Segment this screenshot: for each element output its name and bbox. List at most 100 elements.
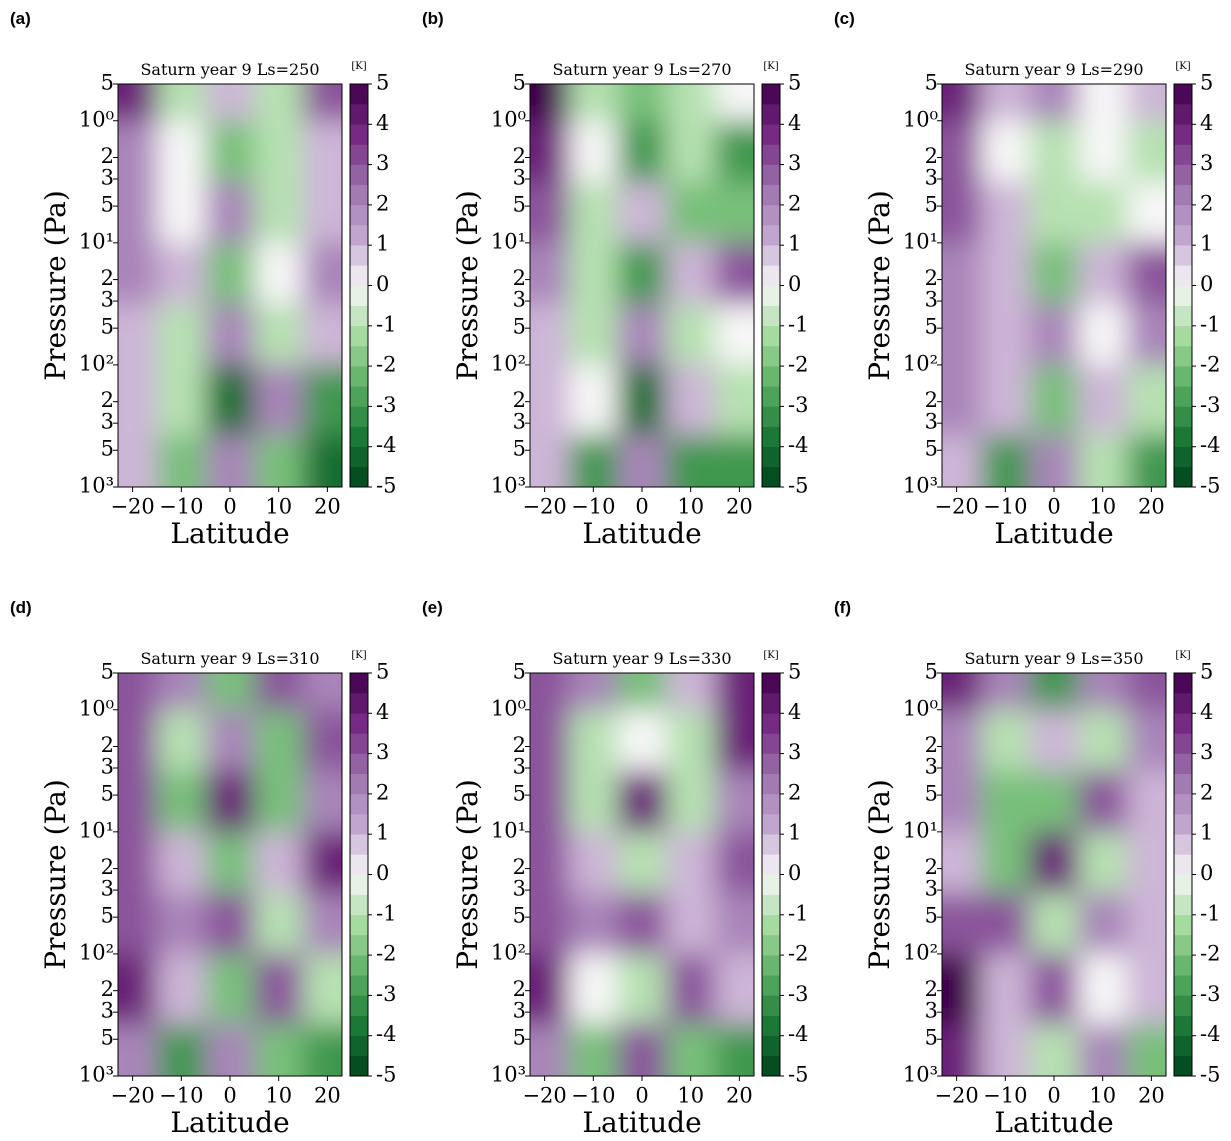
field-cell (1127, 892, 1166, 955)
colorbar-band (762, 1015, 780, 1036)
colorbar-band (350, 995, 368, 1016)
y-tick-label: 3 (925, 288, 938, 312)
colorbar-band (762, 386, 780, 407)
field-cell (530, 120, 570, 183)
y-tick-label: 3 (101, 999, 114, 1023)
x-tick-label: 10 (1089, 495, 1116, 519)
field-cell (715, 1023, 754, 1076)
field-cell (303, 364, 342, 436)
colorbar-band (762, 225, 780, 246)
colorbar-tick-label: 0 (788, 861, 801, 885)
panel: (d)Saturn year 9 Ls=310 [K]510⁰23510¹2351… (10, 598, 396, 1139)
y-tick-label: 3 (101, 754, 114, 778)
colorbar-band (762, 245, 780, 266)
colorbar-band (350, 144, 368, 165)
field-cell (715, 892, 754, 955)
x-tick-label: 20 (314, 495, 341, 519)
colorbar-band (350, 733, 368, 754)
field-cell (1029, 434, 1079, 487)
y-tick-label: 10⁰ (903, 107, 938, 131)
colorbar-tick-label: 0 (376, 272, 389, 296)
field-cell (303, 434, 342, 487)
field-cell (980, 181, 1031, 244)
y-tick-label: 3 (925, 877, 938, 901)
y-tick-label: 5 (925, 660, 938, 684)
colorbar-tick-label: -5 (788, 474, 808, 498)
field-cell (303, 120, 342, 183)
colorbar-band (762, 673, 780, 694)
colorbar-band (350, 366, 368, 387)
colorbar-band (350, 265, 368, 286)
field-cell (617, 434, 667, 487)
field-cell (1127, 709, 1166, 772)
field-cell (980, 709, 1031, 772)
field-cell (530, 1023, 570, 1076)
field-cell (666, 892, 716, 955)
y-tick-label: 2 (925, 733, 938, 757)
panel-label: (c) (834, 9, 855, 28)
field-cell (617, 1023, 667, 1076)
x-tick-label: −10 (983, 1084, 1027, 1108)
colorbar-tick-label: -3 (788, 393, 808, 417)
colorbar-band (350, 204, 368, 226)
colorbar-tick-label: -5 (376, 474, 396, 498)
x-tick-label: 0 (223, 1084, 236, 1108)
colorbar-band (762, 975, 780, 996)
field-cell (942, 434, 982, 487)
field-cell (715, 181, 754, 244)
colorbar-band (762, 446, 780, 468)
y-tick-label: 2 (513, 144, 526, 168)
field-cell (1078, 242, 1128, 305)
field-cell (118, 953, 158, 1025)
field-cell (666, 1023, 716, 1076)
field-cell (303, 770, 342, 833)
field-cell (254, 303, 304, 366)
colorbar-tick-label: 3 (376, 151, 389, 175)
colorbar-tick-label: 5 (788, 660, 801, 684)
y-tick-label: 10² (79, 940, 114, 964)
colorbar-band (762, 164, 780, 186)
field-cell (715, 120, 754, 183)
field-cell (568, 364, 619, 436)
colorbar-band (350, 793, 368, 815)
field-cell (568, 1023, 619, 1076)
field-cell (1078, 434, 1128, 487)
colorbar-unit: [K] (1175, 61, 1190, 72)
colorbar-band (350, 164, 368, 186)
x-tick-label: −20 (110, 495, 154, 519)
colorbar-tick-label: 1 (788, 232, 801, 256)
colorbar-band (350, 84, 368, 105)
y-tick-label: 10¹ (903, 818, 938, 842)
panel: (b)Saturn year 9 Ls=270 [K]510⁰23510¹2351… (422, 9, 808, 550)
colorbar-band (1174, 204, 1192, 226)
field-cell (980, 673, 1031, 711)
colorbar-band (1174, 104, 1192, 125)
field-cell (1078, 120, 1128, 183)
panel-label: (a) (10, 9, 31, 28)
field-cell (118, 120, 158, 183)
field-cell (1029, 120, 1079, 183)
field-cell (530, 364, 570, 436)
field-cell (980, 892, 1031, 955)
x-tick-label: −10 (159, 495, 203, 519)
y-tick-label: 10¹ (79, 818, 114, 842)
field-cell (1029, 181, 1079, 244)
field-cell (254, 892, 304, 955)
x-tick-label: 0 (223, 495, 236, 519)
colorbar-band (1174, 753, 1192, 775)
field-cell (205, 709, 255, 772)
field-cell (156, 770, 207, 833)
field-cell (1029, 364, 1079, 436)
field-cell (666, 434, 716, 487)
colorbar-band (762, 466, 780, 488)
field-cell (254, 953, 304, 1025)
field-cell (205, 770, 255, 833)
colorbar-tick-label: 1 (788, 821, 801, 845)
field-cell (942, 709, 982, 772)
field-cell (254, 181, 304, 244)
field-cell (254, 709, 304, 772)
y-tick-label: 5 (101, 71, 114, 95)
colorbar-band (762, 995, 780, 1016)
field-cell (1127, 434, 1166, 487)
field-cell (1127, 120, 1166, 183)
